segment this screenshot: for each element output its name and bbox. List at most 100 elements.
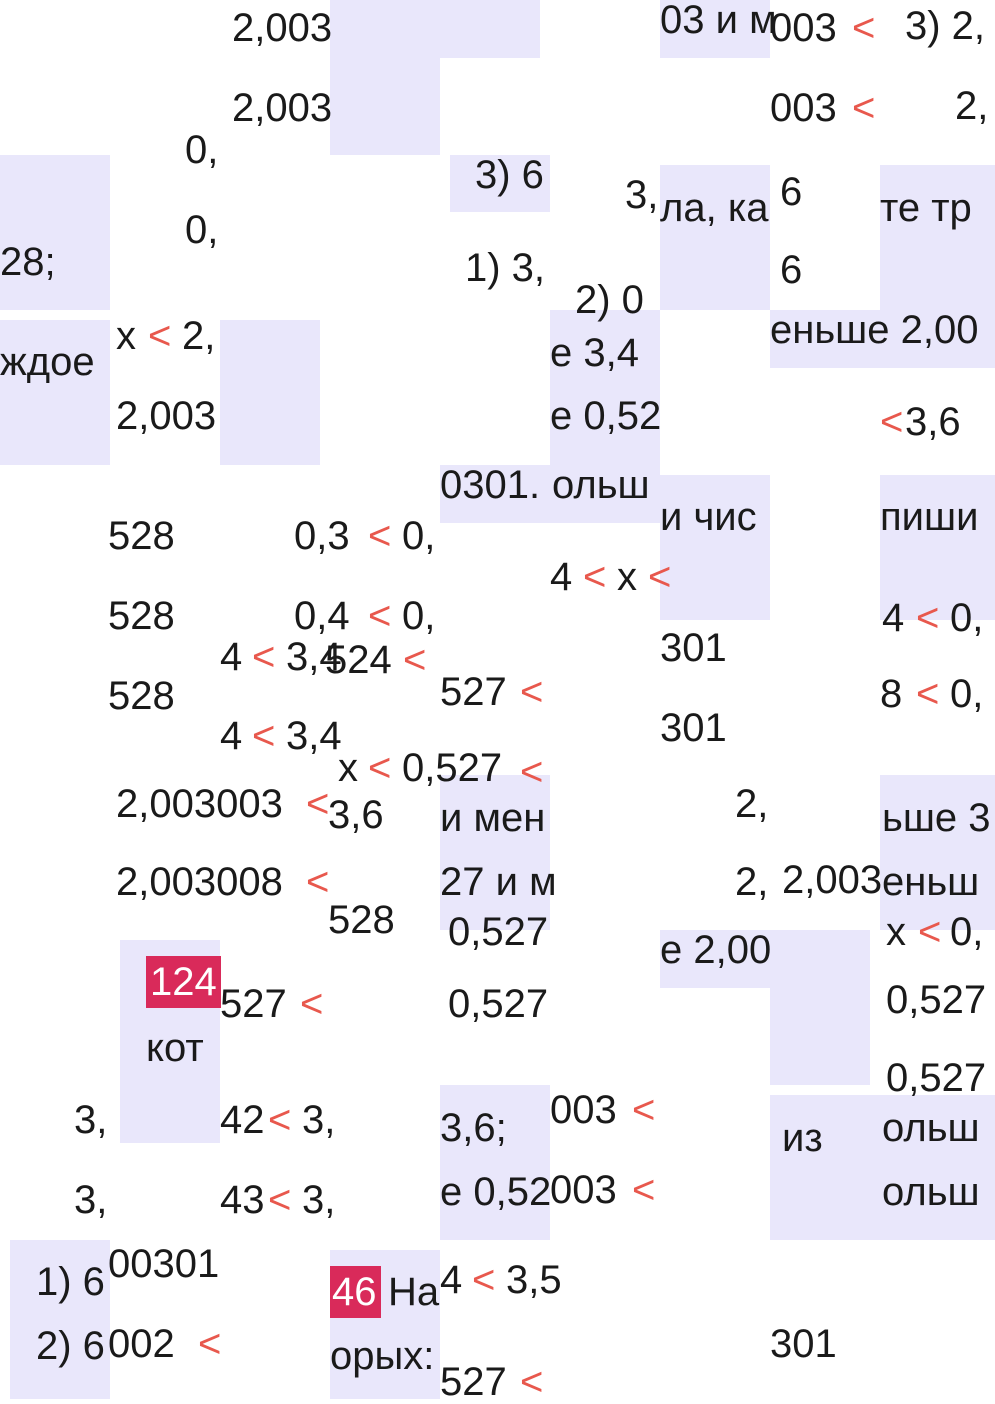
tile — [660, 165, 770, 310]
fragment: 3) 6 — [475, 153, 544, 197]
fragment: 28; — [0, 240, 56, 284]
fragment: кот — [146, 1026, 204, 1070]
fragment: 2) 0 — [575, 278, 644, 322]
fragment: 003 — [550, 1168, 617, 1212]
fragment: 4 — [440, 1258, 463, 1302]
fragment: 003 — [550, 1088, 617, 1132]
less-than-sign: < — [252, 714, 276, 758]
fragment: 00301 — [108, 1242, 220, 1286]
tile — [0, 320, 110, 465]
fragment: 528 — [108, 594, 175, 638]
tile — [440, 775, 550, 930]
fragment: 3,4 — [286, 714, 342, 758]
fragment: x — [617, 555, 637, 599]
fragment: 3,4 — [286, 635, 342, 679]
fragment: 43 — [220, 1178, 265, 1222]
fragment: ольш — [882, 1106, 980, 1150]
fragment: 1) 6 — [36, 1260, 105, 1304]
fragment: 003 — [770, 86, 837, 130]
fragment: те тр — [880, 186, 972, 230]
less-than-sign: < — [403, 638, 427, 682]
fragment: 527 — [440, 670, 507, 714]
fragment: 528 — [328, 898, 395, 942]
fragment: 3, — [302, 1098, 336, 1142]
less-than-sign: < — [852, 6, 876, 50]
less-than-sign: < — [520, 670, 544, 714]
fragment: 0301. — [440, 463, 541, 507]
fragment: еньше 2,00 — [770, 308, 979, 352]
less-than-sign: < — [852, 86, 876, 130]
fragment: x — [116, 314, 136, 358]
fragment: 2,003003 — [116, 782, 283, 826]
fragment: 0,3 — [294, 514, 350, 558]
fragment: 0, — [402, 594, 436, 638]
fragment: е 2,00 — [660, 928, 772, 972]
less-than-sign: < — [368, 746, 392, 790]
fragment: ольш — [552, 463, 650, 507]
fragment: На — [388, 1270, 440, 1314]
fragment: 42 — [220, 1098, 265, 1142]
fragment: x — [886, 910, 906, 954]
tile — [770, 1095, 995, 1240]
fragment: е 3,4 — [550, 331, 639, 375]
less-than-sign: < — [632, 1168, 656, 1212]
fragment: ждое — [0, 340, 95, 384]
tile — [330, 58, 440, 155]
fragment: 3, — [625, 173, 659, 217]
fragment: 2,003008 — [116, 860, 283, 904]
fragment: 2,003 — [232, 86, 333, 130]
less-than-sign: < — [880, 400, 904, 444]
fragment: ьше 3 — [882, 796, 991, 840]
fragment: 0,527 — [448, 910, 549, 954]
tile — [880, 475, 995, 620]
fragment: 2) 6 — [36, 1324, 105, 1368]
fragment: из — [782, 1116, 823, 1160]
less-than-sign: < — [300, 982, 324, 1026]
less-than-sign: < — [916, 596, 940, 640]
fragment: 3,6; — [440, 1106, 507, 1150]
less-than-sign: < — [252, 635, 276, 679]
fragment: 4 — [220, 635, 243, 679]
less-than-sign: < — [648, 555, 672, 599]
fragment: 2, — [955, 84, 989, 128]
fragment: 0,527 — [402, 746, 503, 790]
fragment: 528 — [108, 674, 175, 718]
fragment: ольш — [882, 1170, 980, 1214]
fragment: 002 — [108, 1322, 175, 1366]
less-than-sign: < — [268, 1098, 292, 1142]
less-than-sign: < — [520, 750, 544, 794]
fragment: 003 — [770, 6, 837, 50]
tile — [0, 155, 110, 310]
less-than-sign: < — [916, 672, 940, 716]
fragment: 4 — [882, 596, 905, 640]
fragment: 0, — [185, 208, 219, 252]
less-than-sign: < — [918, 910, 942, 954]
fragment: 524 — [325, 638, 392, 682]
fragment: 301 — [660, 626, 727, 670]
fragment: 0, — [950, 672, 984, 716]
fragment: и чис — [660, 495, 757, 539]
tile — [330, 0, 540, 58]
fragment: 301 — [770, 1322, 837, 1366]
fragment: 0,527 — [886, 1056, 987, 1100]
fragment: 8 — [880, 672, 903, 716]
tile — [880, 775, 995, 930]
less-than-sign: < — [368, 514, 392, 558]
fragment: 0, — [950, 910, 984, 954]
tile — [660, 930, 770, 988]
fragment: 527 — [440, 1360, 507, 1404]
fragment: и мен — [440, 796, 546, 840]
less-than-sign: < — [148, 314, 172, 358]
fragment: пиши — [880, 495, 979, 539]
fragment: x — [338, 746, 358, 790]
tile — [450, 155, 550, 212]
less-than-sign: < — [198, 1322, 222, 1366]
fragment: 527 — [220, 982, 287, 1026]
fragment: еньш — [882, 860, 980, 904]
less-than-sign: < — [306, 782, 330, 826]
fragment: 3, — [74, 1178, 108, 1222]
fragment: 528 — [108, 514, 175, 558]
fragment: 3, — [74, 1098, 108, 1142]
task-number-badge: 46 — [330, 1266, 381, 1318]
fragment: 2,003 — [232, 6, 333, 50]
